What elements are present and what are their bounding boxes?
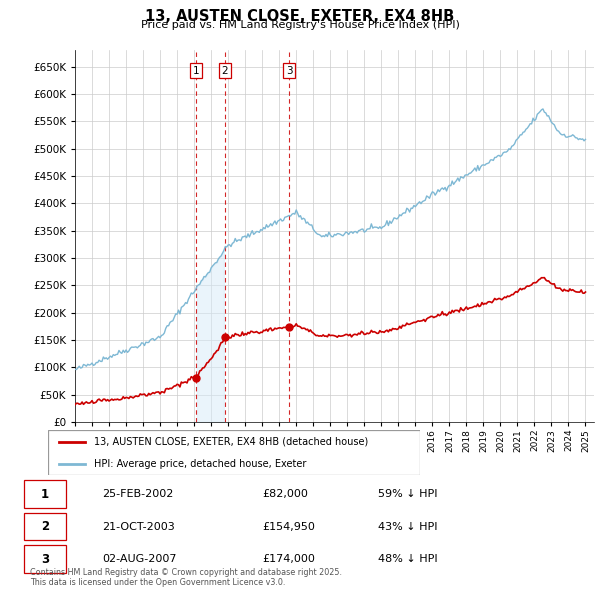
FancyBboxPatch shape — [25, 513, 66, 540]
Text: 1: 1 — [193, 65, 199, 76]
Text: Price paid vs. HM Land Registry's House Price Index (HPI): Price paid vs. HM Land Registry's House … — [140, 20, 460, 30]
Text: 3: 3 — [286, 65, 292, 76]
Text: Contains HM Land Registry data © Crown copyright and database right 2025.
This d: Contains HM Land Registry data © Crown c… — [30, 568, 342, 587]
Text: 02-AUG-2007: 02-AUG-2007 — [102, 554, 176, 564]
FancyBboxPatch shape — [48, 430, 420, 475]
Text: £174,000: £174,000 — [262, 554, 315, 564]
Text: 48% ↓ HPI: 48% ↓ HPI — [378, 554, 437, 564]
Text: 21-OCT-2003: 21-OCT-2003 — [102, 522, 175, 532]
Text: 2: 2 — [221, 65, 228, 76]
Text: 43% ↓ HPI: 43% ↓ HPI — [378, 522, 437, 532]
FancyBboxPatch shape — [25, 480, 66, 508]
FancyBboxPatch shape — [25, 545, 66, 573]
Text: 2: 2 — [41, 520, 49, 533]
Text: 3: 3 — [41, 552, 49, 566]
Text: £154,950: £154,950 — [262, 522, 315, 532]
Text: 13, AUSTEN CLOSE, EXETER, EX4 8HB (detached house): 13, AUSTEN CLOSE, EXETER, EX4 8HB (detac… — [95, 437, 369, 447]
Text: HPI: Average price, detached house, Exeter: HPI: Average price, detached house, Exet… — [95, 458, 307, 468]
Text: £82,000: £82,000 — [262, 489, 308, 499]
Text: 25-FEB-2002: 25-FEB-2002 — [102, 489, 173, 499]
Text: 1: 1 — [41, 487, 49, 501]
Text: 59% ↓ HPI: 59% ↓ HPI — [378, 489, 437, 499]
Text: 13, AUSTEN CLOSE, EXETER, EX4 8HB: 13, AUSTEN CLOSE, EXETER, EX4 8HB — [145, 9, 455, 24]
